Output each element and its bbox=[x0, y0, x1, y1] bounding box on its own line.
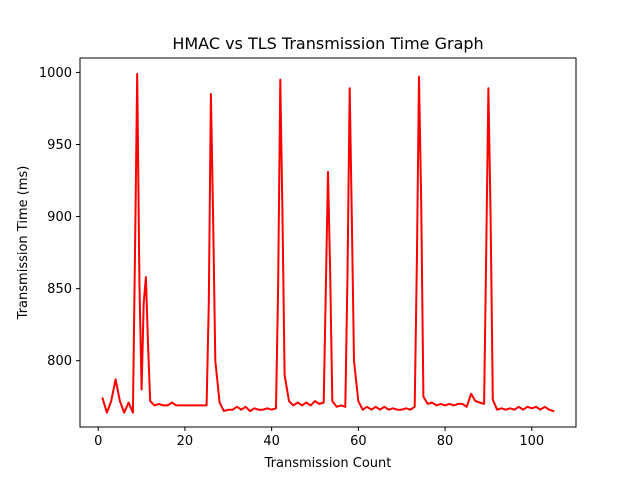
x-tick-label: 0 bbox=[94, 434, 102, 449]
x-tick-label: 100 bbox=[519, 434, 544, 449]
y-axis-label: Transmission Time (ms) bbox=[16, 166, 31, 321]
chart-title: HMAC vs TLS Transmission Time Graph bbox=[172, 34, 483, 53]
x-tick-label: 80 bbox=[437, 434, 454, 449]
y-tick-label: 850 bbox=[47, 282, 72, 297]
y-tick-label: 1000 bbox=[39, 66, 72, 81]
series-line bbox=[101, 72, 555, 414]
x-axis-label: Transmission Count bbox=[264, 456, 392, 471]
y-tick-label: 800 bbox=[47, 354, 72, 369]
x-tick-label: 20 bbox=[177, 434, 194, 449]
y-tick-label: 950 bbox=[47, 138, 72, 153]
x-tick-label: 60 bbox=[350, 434, 367, 449]
y-tick-label: 900 bbox=[47, 210, 72, 225]
x-tick-label: 40 bbox=[263, 434, 280, 449]
plot-area-frame bbox=[79, 57, 577, 428]
